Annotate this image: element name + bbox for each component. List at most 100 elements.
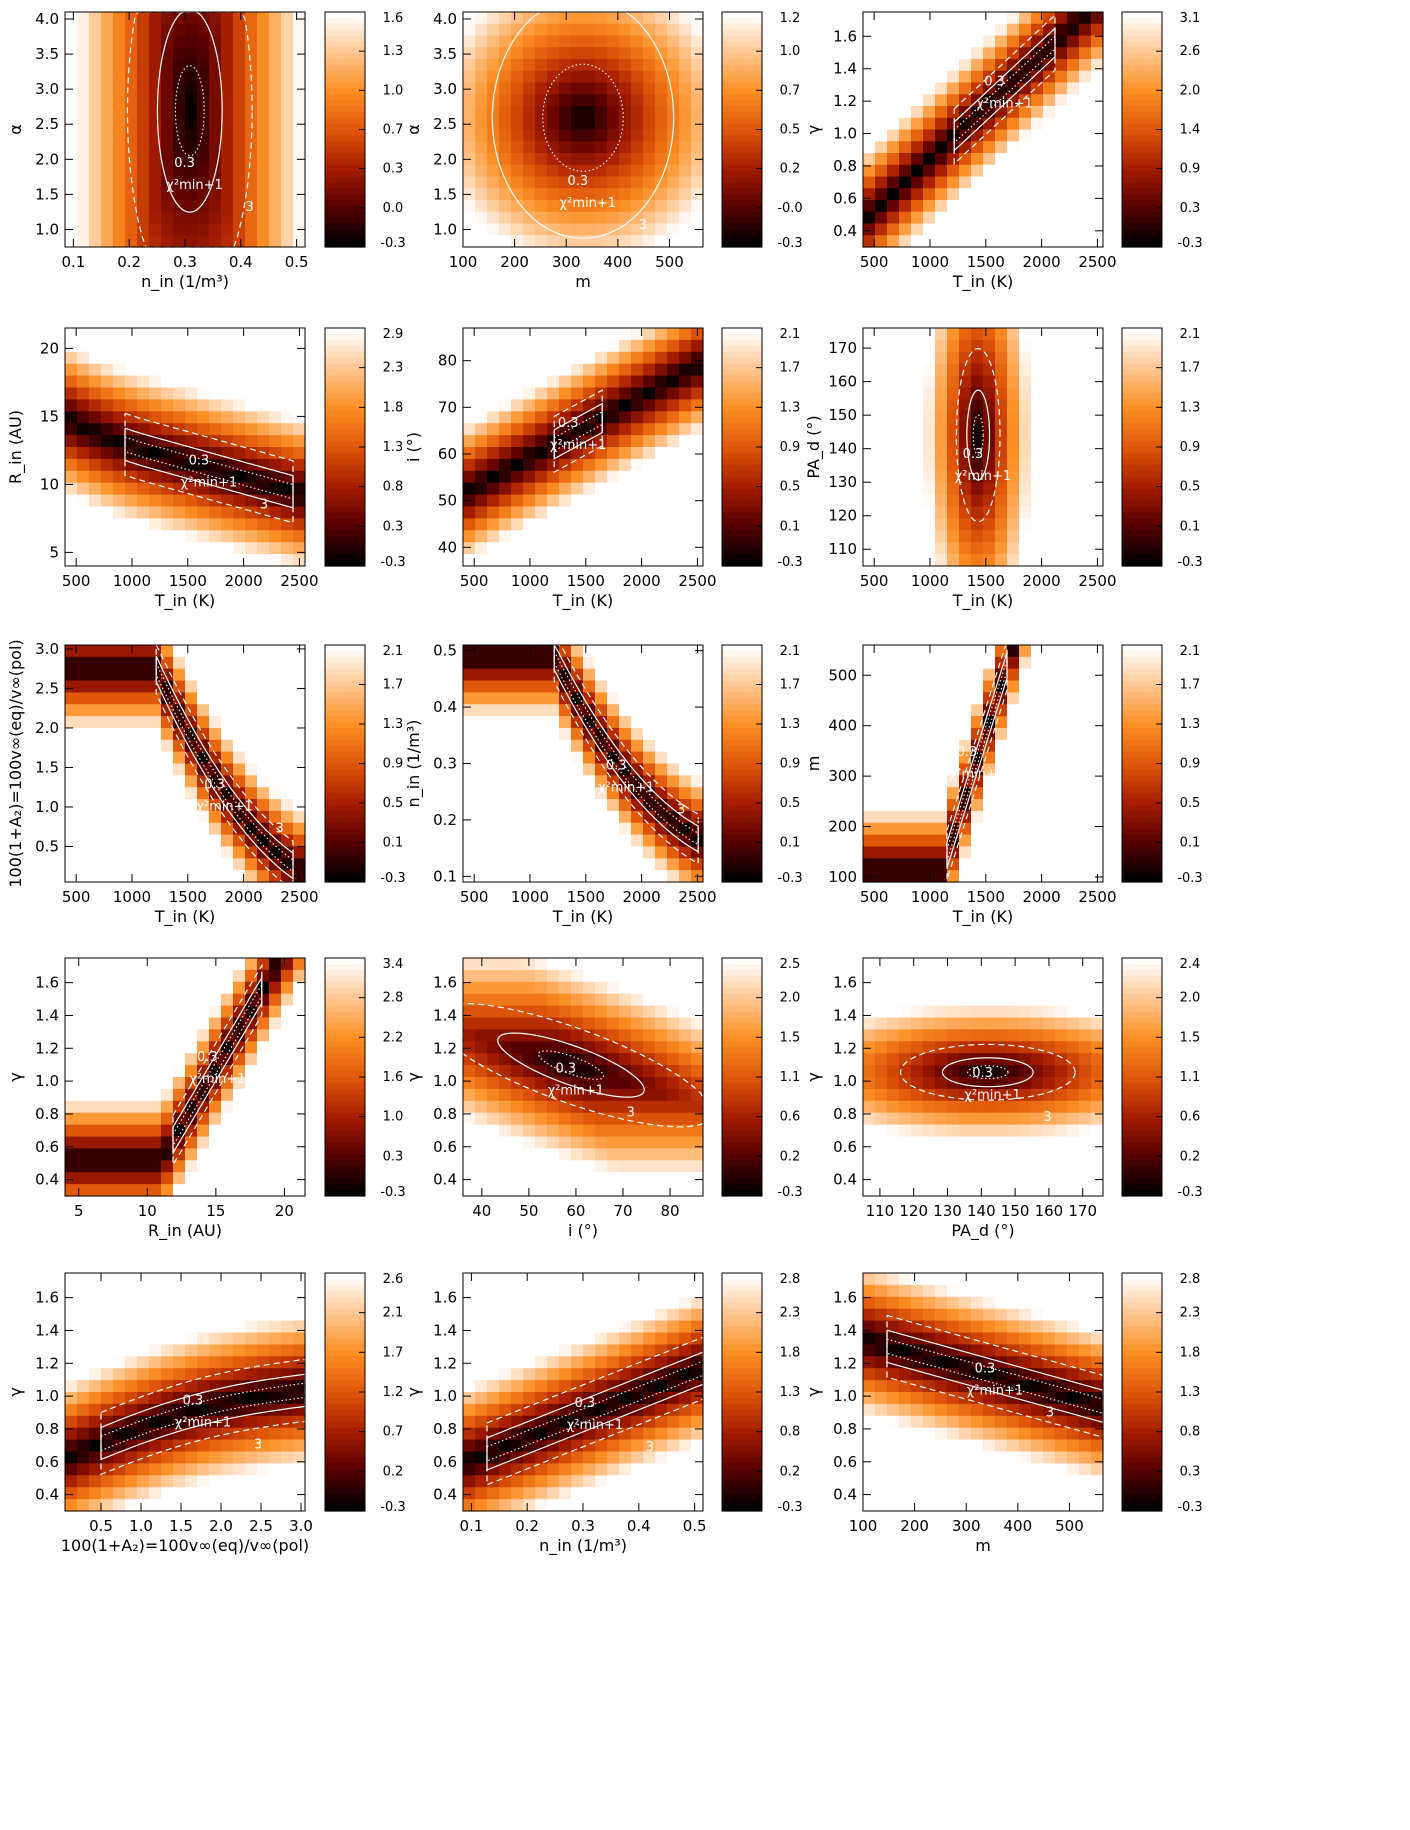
heatmap-cell (595, 117, 608, 131)
heatmap-cell (655, 94, 668, 107)
heatmap-cell (523, 188, 536, 201)
y-tick-label: 1.5 (35, 185, 59, 203)
heatmap-cell (935, 59, 948, 72)
heatmap-cell (257, 129, 270, 142)
colorbar-tick-label: -0.3 (777, 236, 802, 251)
heatmap-cell (547, 59, 560, 72)
heatmap-cell (667, 129, 680, 142)
heatmap-cell (125, 47, 138, 60)
heatmap-cell (137, 70, 150, 84)
heatmap-cell (149, 200, 162, 213)
heatmap-cell (899, 106, 912, 119)
colorbar-step (722, 141, 762, 148)
heatmap-cell (667, 211, 680, 225)
contour-label-3: 3 (639, 218, 647, 233)
heatmap-cell (875, 141, 888, 154)
colorbar-tick-label: 1.0 (780, 44, 801, 59)
heatmap-cell (209, 23, 222, 37)
heatmap-cell (65, 23, 78, 37)
heatmap-cell (1031, 12, 1044, 25)
heatmap-cell (475, 200, 488, 213)
y-axis-label: α (404, 124, 423, 135)
heatmap-cell (89, 94, 102, 107)
heatmap-cell (89, 129, 102, 142)
heatmap-cell (571, 47, 584, 60)
heatmap-cell (863, 23, 876, 37)
heatmap-cell (559, 200, 572, 213)
heatmap-cell (499, 94, 512, 107)
heatmap-cell (1043, 211, 1056, 225)
colorbar-step (722, 17, 762, 25)
heatmap-cell (1067, 59, 1080, 72)
heatmap-cell (1019, 117, 1032, 131)
heatmap-cell (161, 153, 174, 166)
heatmap-cell (667, 94, 680, 107)
heatmap-cell (971, 106, 984, 119)
heatmap-cell (547, 153, 560, 166)
heatmap-cell (245, 23, 258, 37)
heatmap-cell (463, 141, 476, 154)
heatmap-cell (995, 12, 1008, 25)
heatmap-cell (679, 35, 692, 48)
heatmap-cell (875, 153, 888, 166)
heatmap-cell (559, 12, 572, 25)
heatmap-cell (923, 211, 936, 225)
heatmap-cell (125, 200, 138, 213)
heatmap-cell (607, 200, 620, 213)
heatmap-cell (233, 106, 246, 119)
heatmap-cell (971, 23, 984, 37)
heatmap-cell (197, 176, 210, 189)
heatmap-cell (475, 59, 488, 72)
heatmap-cell (245, 94, 258, 107)
heatmap-cell (137, 200, 150, 213)
x-tick-label: 0.2 (117, 253, 141, 271)
heatmap-cell (643, 153, 656, 166)
heatmap-cell (923, 223, 936, 236)
heatmap-cell (149, 211, 162, 225)
heatmap-cell (197, 59, 210, 72)
heatmap-cell (631, 35, 644, 48)
heatmap-cell (935, 35, 948, 48)
heatmap-cell (923, 59, 936, 72)
heatmap-cell (1031, 129, 1044, 142)
heatmap-cell (559, 176, 572, 189)
heatmap-cell (1079, 82, 1092, 95)
heatmap-cell (137, 23, 150, 37)
heatmap-cell (161, 59, 174, 72)
heatmap-cell (535, 47, 548, 60)
heatmap-cell (1055, 23, 1068, 37)
heatmap-cell (1067, 141, 1080, 154)
colorbar-step (325, 211, 365, 219)
heatmap-cell (947, 129, 960, 142)
heatmap-cell (631, 129, 644, 142)
heatmap-cell (535, 211, 548, 225)
heatmap-cell (257, 141, 270, 154)
heatmap-cell (209, 188, 222, 201)
heatmap-cell (101, 141, 114, 154)
heatmap-cell (185, 176, 198, 189)
colorbar: 1.61.31.00.70.30.0-0.3 (324, 11, 406, 251)
heatmap-cell (559, 235, 572, 248)
heatmap-cell (149, 47, 162, 60)
colorbar-step (722, 41, 762, 48)
heatmap-cell (595, 35, 608, 48)
heatmap-cell (935, 129, 948, 142)
heatmap-cell (911, 129, 924, 142)
heatmap-cell (523, 117, 536, 131)
heatmap-cell (899, 82, 912, 95)
heatmap-cell (197, 235, 210, 248)
heatmap-cell (643, 164, 656, 178)
heatmap-cell (875, 82, 888, 95)
heatmap-cell (619, 59, 632, 72)
contour-label-0-3: 0.3 (567, 174, 588, 189)
heatmap-cell (233, 188, 246, 201)
heatmap-cell (113, 117, 126, 131)
heatmap-cell (947, 47, 960, 60)
heatmap-cell (595, 129, 608, 142)
heatmap-cell (1043, 223, 1056, 236)
heatmap-cell (535, 153, 548, 166)
heatmap-cell (619, 188, 632, 201)
heatmap-cell (643, 211, 656, 225)
heatmap-cell (475, 12, 488, 25)
heatmap-cell (971, 223, 984, 236)
